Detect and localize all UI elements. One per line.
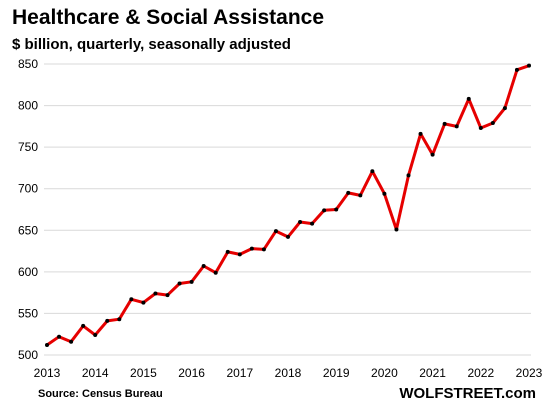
data-point	[346, 190, 351, 195]
data-point	[81, 323, 86, 328]
y-tick-label: 600	[18, 265, 38, 279]
y-tick-label: 550	[18, 306, 38, 320]
data-point	[298, 219, 303, 224]
data-point	[57, 334, 62, 339]
data-point	[454, 124, 459, 129]
data-point	[442, 121, 447, 126]
x-tick-label: 2013	[34, 366, 61, 380]
x-tick-label: 2021	[419, 366, 446, 380]
y-tick-label: 800	[18, 99, 38, 113]
data-point	[249, 246, 254, 251]
data-point	[334, 207, 339, 212]
y-tick-label: 750	[18, 140, 38, 154]
brand-watermark: WOLFSTREET.com	[399, 385, 536, 402]
y-tick-label: 500	[18, 348, 38, 362]
x-tick-label: 2017	[226, 366, 253, 380]
series-line	[45, 64, 531, 347]
x-tick-label: 2020	[371, 366, 398, 380]
data-point	[45, 343, 49, 348]
data-point	[406, 173, 411, 178]
data-point	[141, 300, 146, 305]
x-tick-label: 2018	[275, 366, 302, 380]
y-axis-ticks: 500 550 600 650 700 750 800 850	[18, 57, 38, 362]
data-point	[418, 131, 423, 136]
data-point	[310, 221, 315, 226]
x-tick-label: 2014	[82, 366, 109, 380]
data-point	[165, 293, 170, 298]
data-point	[394, 227, 399, 232]
x-axis-ticks: 2013 2014 2015 2016 2017 2018 2019 2020 2021 2022…	[34, 366, 543, 380]
data-point	[129, 297, 134, 302]
data-point	[478, 126, 483, 131]
data-point	[502, 106, 507, 111]
data-point	[286, 234, 290, 239]
data-point	[430, 152, 435, 157]
data-point	[358, 193, 363, 198]
data-point	[177, 281, 182, 286]
x-tick-label: 2022	[467, 366, 494, 380]
data-point	[201, 264, 206, 269]
data-point	[466, 96, 471, 101]
y-tick-label: 850	[18, 57, 38, 71]
data-point	[527, 63, 531, 68]
data-point	[322, 208, 327, 213]
data-point	[514, 67, 519, 72]
marker-layer	[45, 63, 531, 348]
data-point	[105, 318, 110, 323]
y-tick-label: 650	[18, 223, 38, 237]
data-point	[153, 291, 158, 296]
data-point	[93, 333, 98, 338]
data-point	[213, 270, 218, 275]
data-point	[117, 317, 122, 322]
chart-title: Healthcare & Social Assistance	[12, 6, 325, 29]
source-note: Source: Census Bureau	[38, 388, 163, 400]
x-tick-label: 2016	[178, 366, 205, 380]
data-point	[382, 191, 387, 196]
x-tick-label: 2015	[130, 366, 157, 380]
data-point	[69, 339, 74, 344]
data-point	[490, 121, 495, 126]
data-point	[273, 229, 278, 234]
x-tick-label: 2023	[516, 366, 543, 380]
series-layer	[45, 64, 531, 347]
data-point	[261, 247, 266, 252]
data-point	[189, 279, 194, 284]
chart-subtitle: $ billion, quarterly, seasonally adjuste…	[12, 36, 291, 53]
data-point	[225, 249, 230, 254]
data-point	[237, 252, 242, 257]
y-tick-label: 700	[18, 182, 38, 196]
data-point	[370, 169, 375, 174]
x-tick-label: 2019	[323, 366, 350, 380]
grid-layer	[44, 63, 531, 356]
